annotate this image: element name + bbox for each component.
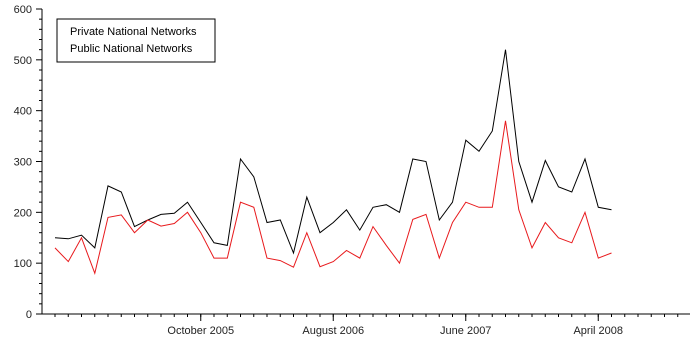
x-tick-label: June 2007 [440,325,491,337]
x-tick-label: August 2006 [302,325,364,337]
series-line-public [54,120,612,276]
x-tick-label: October 2005 [167,325,234,337]
series-layer [54,49,612,276]
legend-entry-public: Public National Networks [70,43,193,55]
y-tick-label: 0 [26,309,32,321]
y-tick-label: 100 [14,258,32,270]
y-tick-label: 300 [14,157,32,169]
series-line-private [54,49,612,255]
x-tick-label: April 2008 [573,325,623,337]
y-tick-label: 200 [14,207,32,219]
legend-entry-private: Private National Networks [70,26,197,38]
y-tick-label: 600 [14,4,32,16]
chart-axes: 0 100 200 300 400 500 600 October 2005 August 20… [14,4,690,337]
y-tick-label: 400 [14,106,32,118]
y-tick-label: 500 [14,55,32,67]
chart-legend: Private National Networks Public Nationa… [56,18,216,63]
legend-box [56,18,216,63]
